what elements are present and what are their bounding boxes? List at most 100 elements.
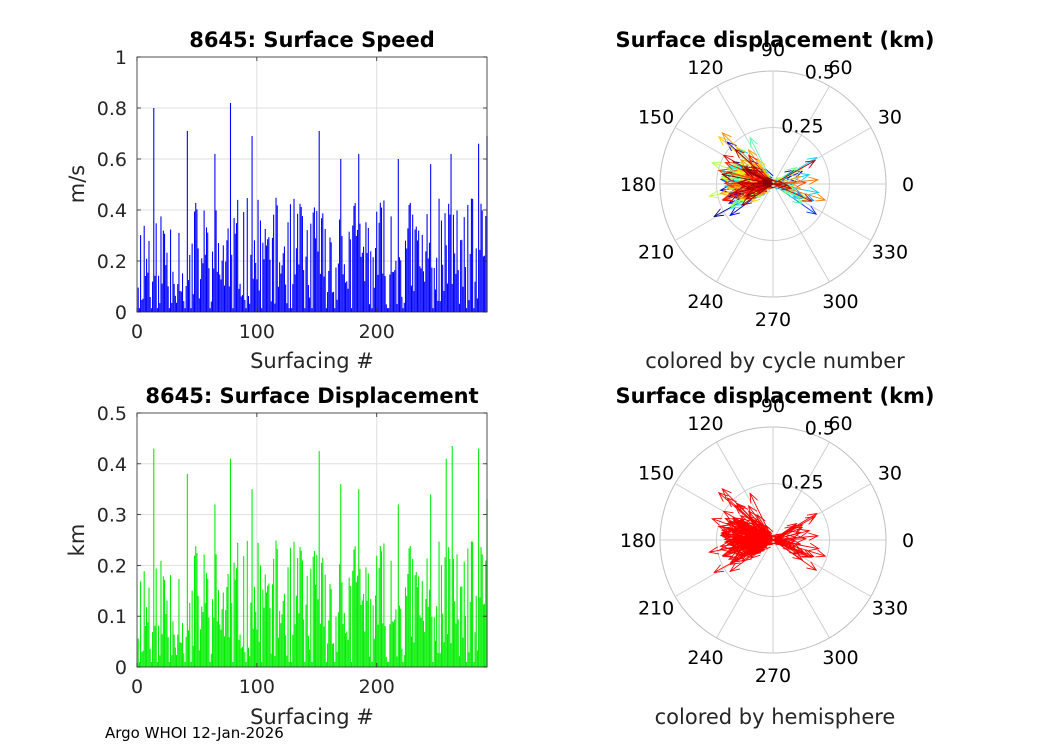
bar [277, 286, 279, 312]
displacement-arrowhead [726, 537, 738, 546]
bar [444, 213, 446, 312]
polar-angle-label: 180 [620, 174, 656, 196]
bar [354, 203, 356, 312]
bar [225, 610, 227, 667]
displacement-arrowhead [729, 554, 741, 563]
bar [389, 624, 391, 667]
bar [379, 202, 381, 312]
displacement-arrow [742, 168, 774, 185]
displacement-arrowhead [796, 178, 807, 188]
bar [432, 308, 434, 312]
displacement-arrowhead [749, 549, 761, 559]
bar [414, 575, 416, 667]
bar [311, 308, 313, 312]
bar [397, 159, 399, 312]
polar-angle-label: 150 [638, 107, 674, 129]
bar [329, 237, 331, 312]
bar [322, 213, 324, 312]
bar [321, 562, 323, 667]
bar [238, 288, 240, 312]
polar-angle-label: 150 [638, 463, 674, 485]
polar-range-label: 0.5 [805, 62, 835, 84]
displacement-arrowhead [799, 528, 811, 537]
bar [142, 650, 144, 667]
bar [247, 647, 250, 667]
bar [263, 259, 265, 312]
bar [246, 198, 248, 312]
bar [166, 600, 168, 667]
bar [472, 541, 474, 667]
bar [287, 567, 289, 667]
bar [190, 308, 192, 312]
displacement-arrow [746, 539, 774, 545]
bar [229, 102, 232, 313]
bar [321, 218, 323, 312]
displacement-arrowhead [726, 166, 738, 175]
bar [433, 267, 435, 312]
bar [376, 555, 378, 667]
bar [147, 622, 149, 667]
bar [221, 260, 223, 312]
displacement-arrowhead [720, 174, 732, 184]
bar [178, 232, 180, 312]
y-tick-label: 0 [115, 302, 127, 324]
x-tick-label: 0 [131, 676, 143, 698]
bar [420, 617, 422, 667]
bar [380, 551, 383, 667]
bar [373, 638, 375, 667]
displacement-arrowhead [790, 182, 802, 191]
displacement-arrowhead [749, 136, 758, 148]
polar-angle-label: 180 [620, 530, 656, 552]
bar [186, 473, 188, 667]
bar [473, 661, 475, 667]
bar [328, 270, 330, 312]
bar [202, 263, 204, 312]
bar [164, 233, 166, 312]
bar [146, 258, 148, 312]
displacement-arrowhead [729, 562, 740, 573]
displacement-arrowhead [729, 198, 741, 207]
bar [395, 609, 397, 667]
bar [372, 257, 374, 312]
bar [390, 560, 392, 667]
polar-angle-label: 300 [822, 291, 858, 313]
bar [299, 203, 301, 312]
bar [455, 623, 457, 667]
bar [343, 264, 345, 312]
bar [359, 568, 361, 667]
displacement-arrowhead [796, 534, 807, 544]
bar [479, 249, 481, 312]
bar [241, 295, 244, 312]
displacement-arrowhead [805, 160, 817, 169]
bar [211, 251, 214, 312]
bar [241, 646, 244, 667]
disp-title: 8645: Surface Displacement [145, 384, 478, 408]
bar [408, 204, 410, 312]
displacement-arrowhead [792, 524, 804, 533]
displacement-arrowhead [808, 186, 820, 196]
displacement-arrowhead [745, 188, 757, 197]
bar [437, 653, 439, 667]
bar [189, 602, 191, 667]
bar [364, 281, 366, 312]
bar [221, 609, 223, 667]
bar [227, 228, 229, 312]
bar [183, 301, 185, 312]
bar [398, 605, 401, 667]
bar [396, 304, 398, 312]
polar-angle-label: 120 [687, 413, 723, 435]
bar [421, 581, 423, 667]
bar [183, 653, 185, 667]
polar-hemi-title: Surface displacement (km) [615, 384, 934, 408]
polar-arrows [708, 487, 827, 574]
displacement-arrowhead [797, 548, 809, 557]
bar [451, 283, 453, 312]
bar [485, 560, 487, 667]
bar [424, 281, 426, 312]
y-tick-label: 0.2 [97, 251, 127, 273]
bar [283, 246, 285, 312]
bar [327, 643, 329, 667]
bar [141, 652, 143, 667]
polar-angle-label: 30 [878, 107, 902, 129]
bar [176, 302, 178, 312]
